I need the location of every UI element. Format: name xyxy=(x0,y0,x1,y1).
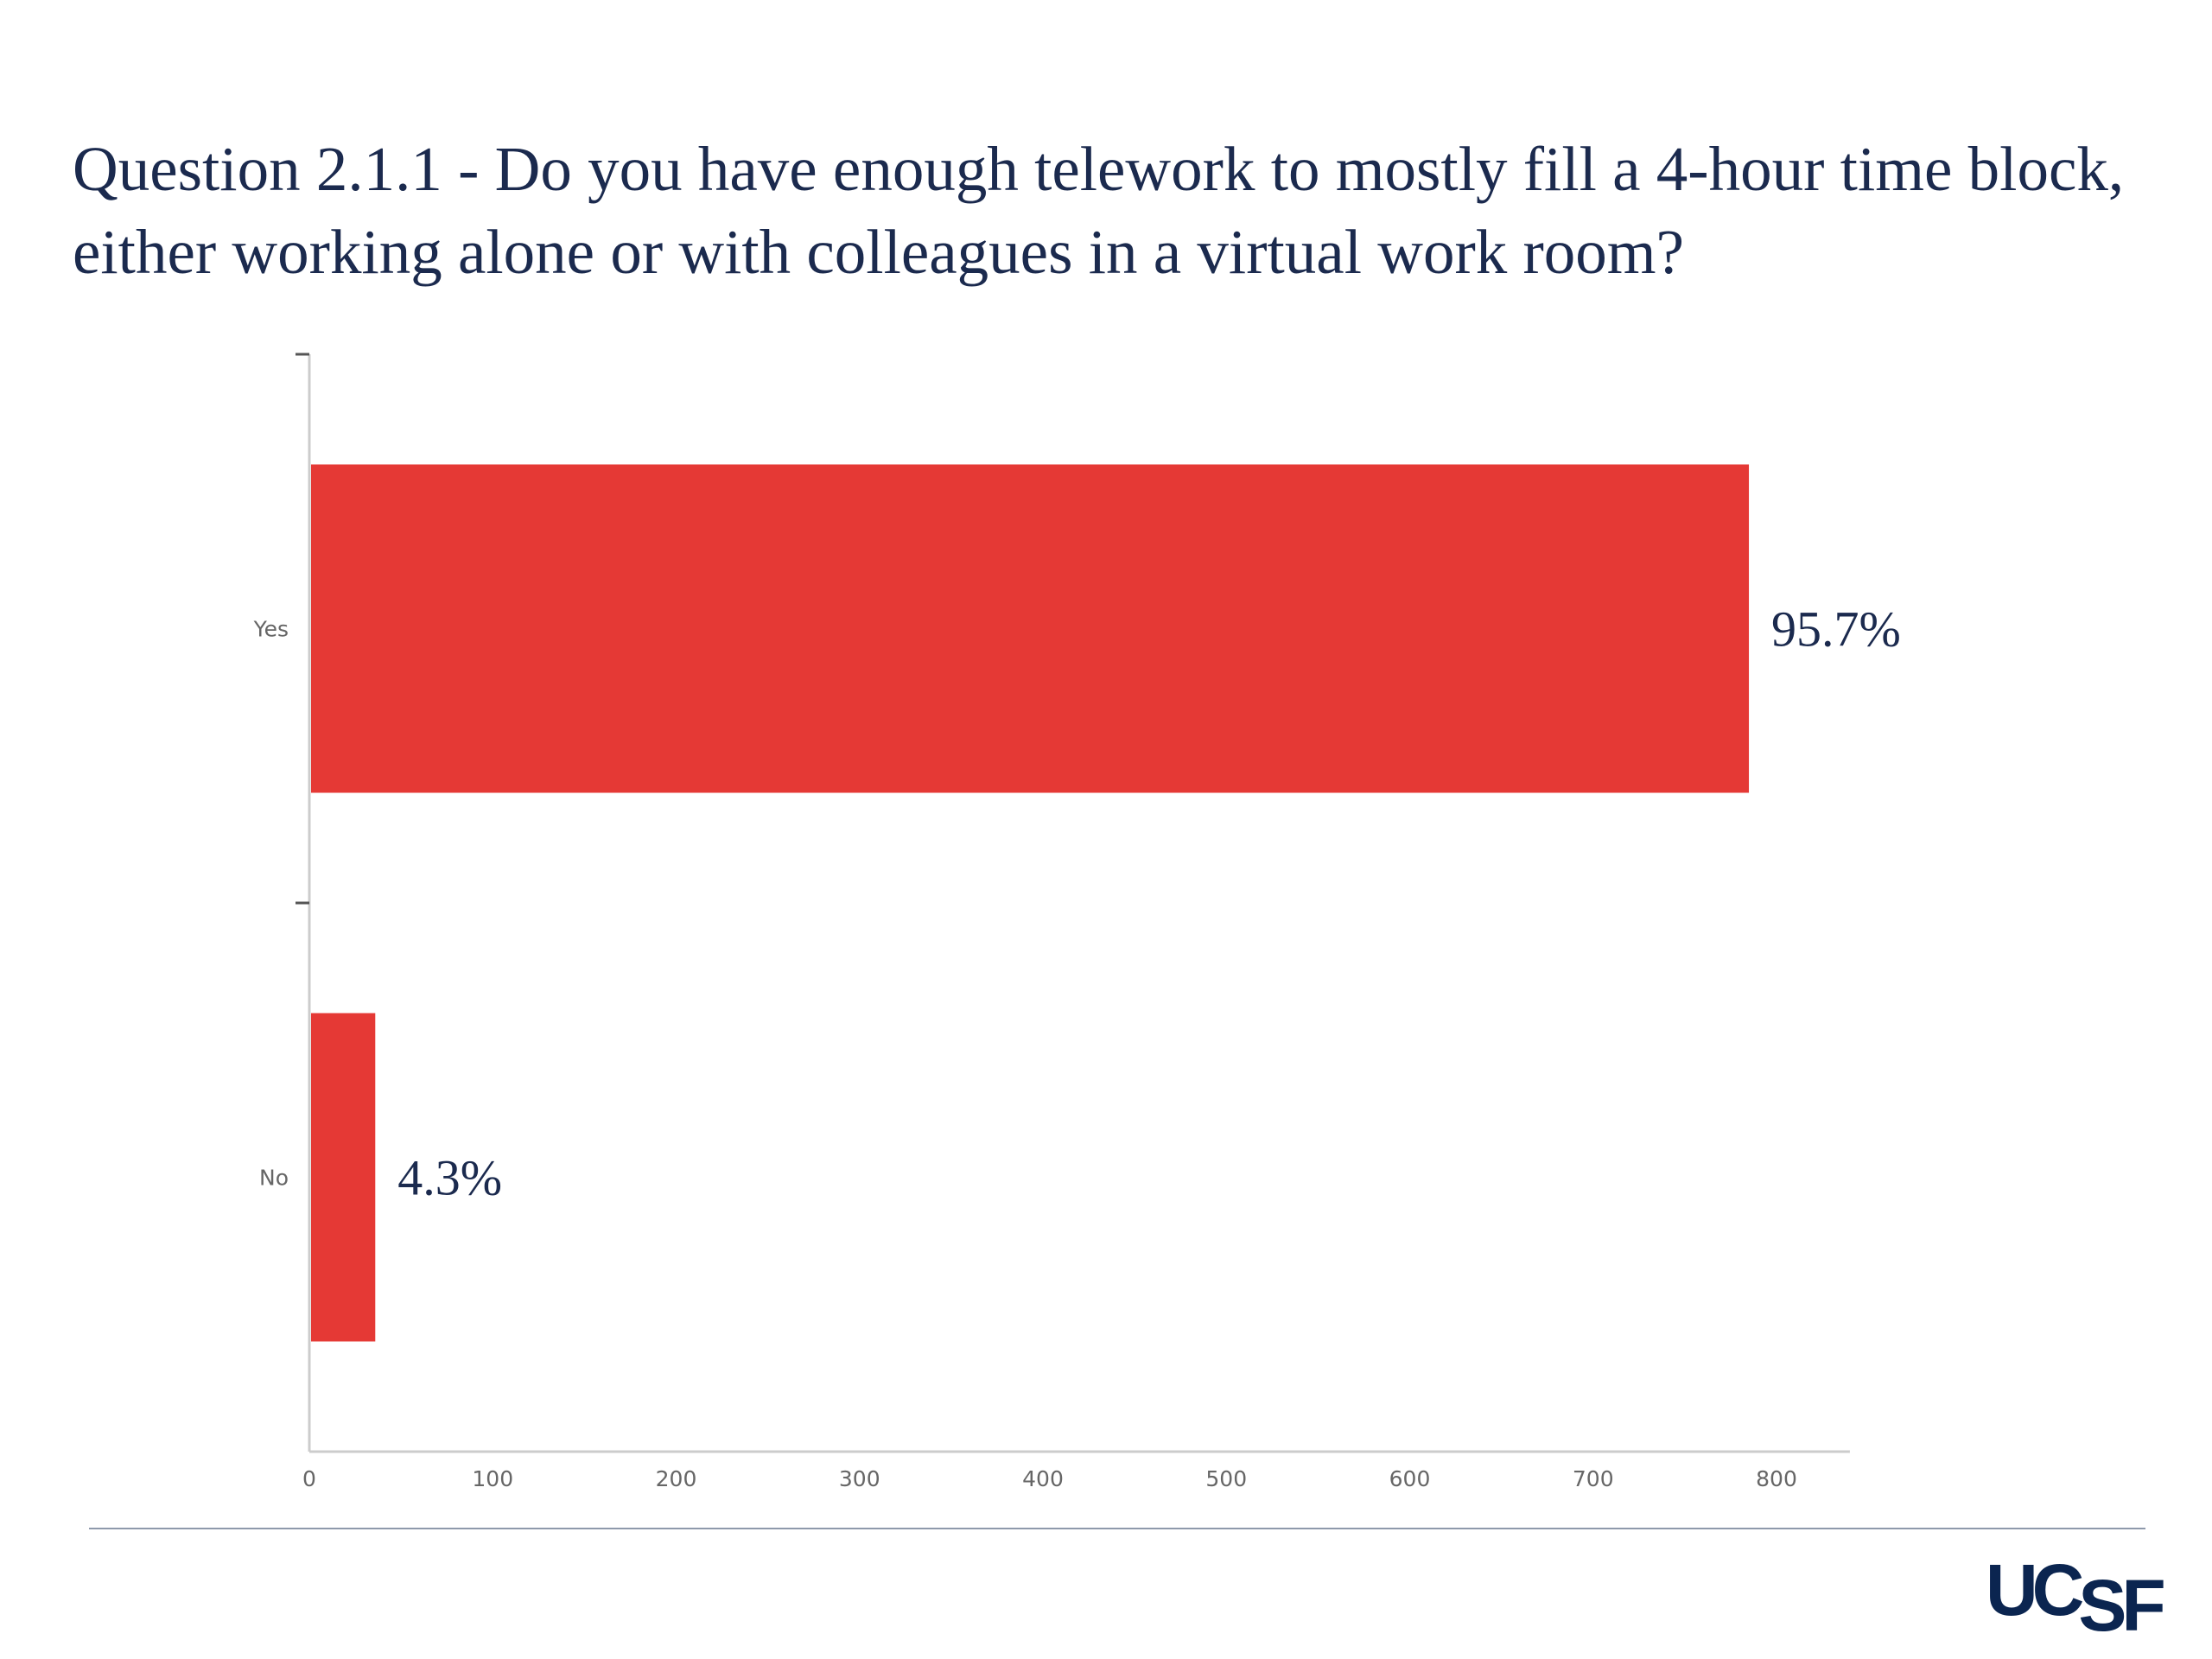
bar-chart: 0 100 200 300 400 500 600 700 800 Yes 95.7% No 4.3% xyxy=(253,353,1901,1491)
data-label: 4.3% xyxy=(397,1150,502,1206)
x-tick-label: 200 xyxy=(656,1466,697,1491)
y-tick-label: Yes xyxy=(253,617,289,642)
footer-divider xyxy=(89,1528,2145,1529)
x-tick-label: 700 xyxy=(1573,1466,1614,1491)
y-tick-label: No xyxy=(259,1166,289,1191)
data-label: 95.7% xyxy=(1771,601,1901,658)
x-tick-label: 300 xyxy=(839,1466,880,1491)
x-tick-label: 800 xyxy=(1756,1466,1797,1491)
x-tick-label: 0 xyxy=(302,1466,316,1491)
x-tick-label: 100 xyxy=(472,1466,513,1491)
bar-yes xyxy=(311,464,1750,793)
bar-no xyxy=(311,1013,376,1342)
page-title: Question 2.1.1 - Do you have enough tele… xyxy=(73,134,2125,287)
x-tick-label: 400 xyxy=(1022,1466,1064,1491)
x-tick-label: 600 xyxy=(1389,1466,1431,1491)
ucsf-logo: UCSF xyxy=(1986,1549,2166,1646)
x-tick-label: 500 xyxy=(1205,1466,1247,1491)
